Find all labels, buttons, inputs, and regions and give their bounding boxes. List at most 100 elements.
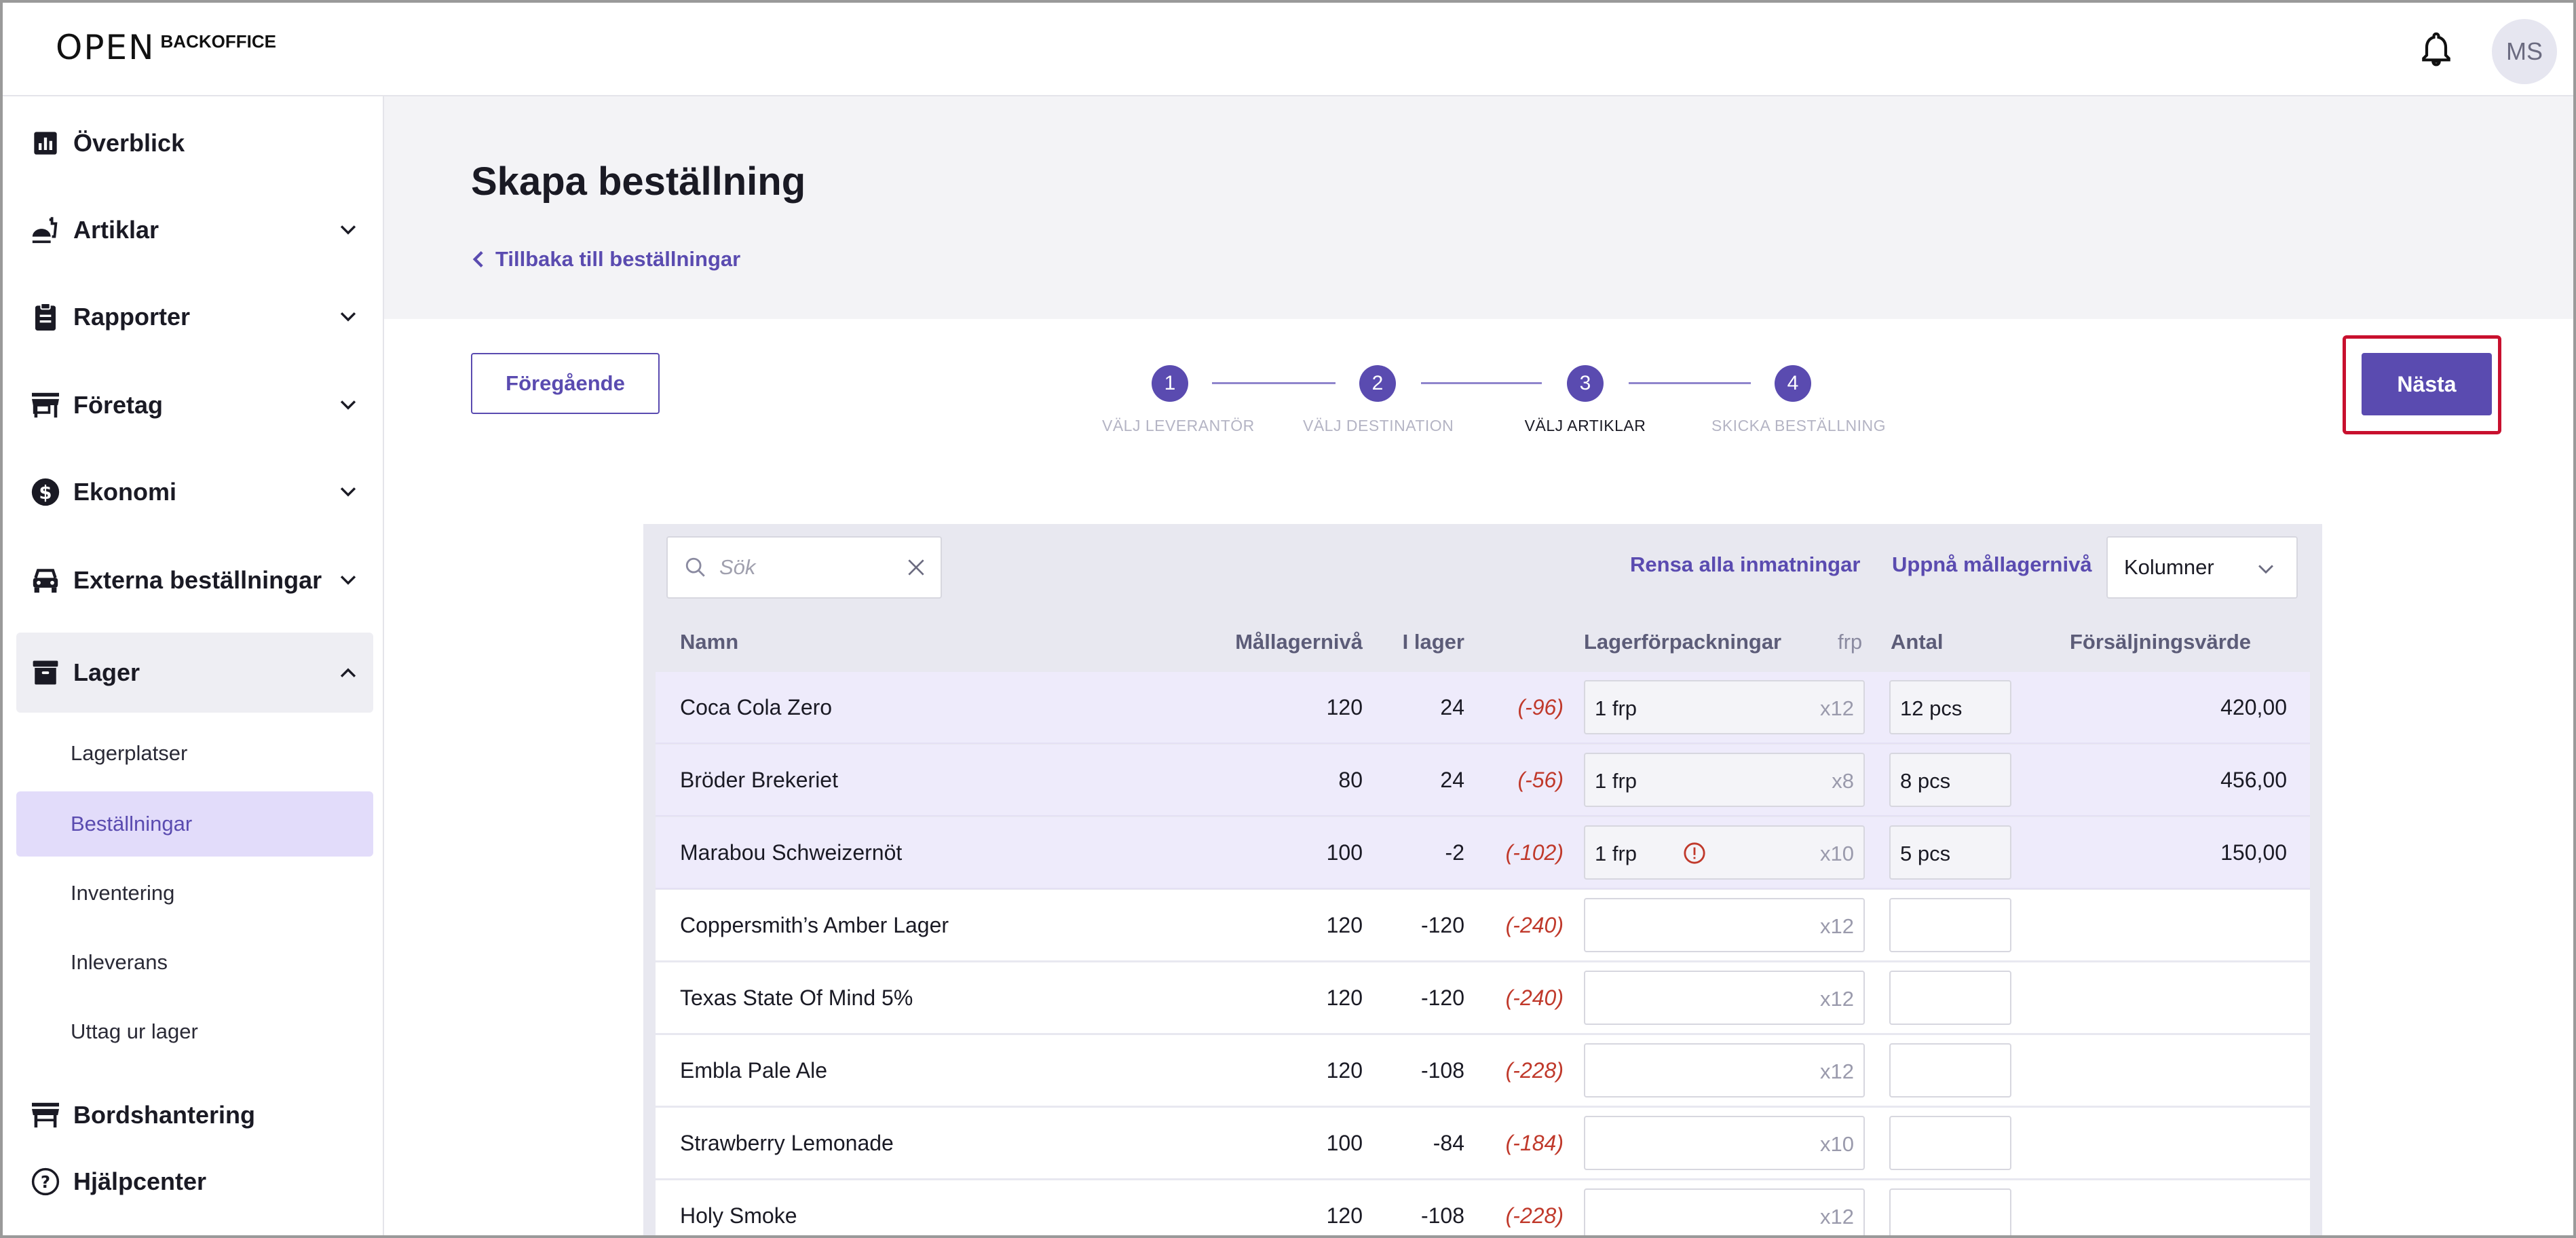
row-target: 120 xyxy=(1326,695,1363,719)
back-link[interactable]: Tillbaka till beställningar xyxy=(471,247,740,271)
sidebar-item-lager[interactable]: Lager xyxy=(16,633,373,713)
sidebar-item-externa-bestallningar[interactable]: Externa beställningar xyxy=(16,540,373,620)
packages-input[interactable]: x12 xyxy=(1584,971,1865,1025)
sidebar-item-foretag[interactable]: Företag xyxy=(16,365,373,445)
logo-text: BACKOFFICE xyxy=(160,31,276,52)
quantity-input[interactable] xyxy=(1889,1188,2011,1235)
header-quantity[interactable]: Antal xyxy=(1891,630,1944,654)
step-3-circle: 3 xyxy=(1567,365,1604,402)
package-multiplier: x12 xyxy=(1820,1205,1854,1228)
quantity-input[interactable] xyxy=(1889,898,2011,952)
logo[interactable]: OPEN BACKOFFICE xyxy=(56,30,276,65)
top-bar: OPEN BACKOFFICE MS xyxy=(3,3,2573,96)
packages-input[interactable]: x12 xyxy=(1584,1188,1865,1235)
columns-select[interactable]: Kolumner xyxy=(2106,536,2298,599)
step-1-label: VÄLJ LEVERANTÖR xyxy=(1102,417,1255,434)
quantity-input[interactable] xyxy=(1889,1043,2011,1098)
quantity-value: 12 pcs xyxy=(1900,696,1963,720)
table-row: Strawberry Lemonade 100 -84 (-184) x10 xyxy=(656,1108,2310,1180)
next-button[interactable]: Nästa xyxy=(2362,353,2492,415)
search-input[interactable] xyxy=(718,555,884,580)
table-row: Coppersmith’s Amber Lager 120 -120 (-240) x1… xyxy=(656,890,2310,962)
sidebar-subitem-uttag-ur-lager[interactable]: Uttag ur lager xyxy=(16,999,373,1064)
sidebar-item-hjalpcenter[interactable]: ? Hjälpcenter xyxy=(16,1142,373,1222)
row-name: Holy Smoke xyxy=(680,1203,797,1228)
table-row: Coca Cola Zero 120 24 (-96) 1 frp x12 12 pcs 42… xyxy=(656,672,2310,744)
quantity-input[interactable]: 12 pcs xyxy=(1889,680,2011,734)
packages-input[interactable]: 1 frp x8 xyxy=(1584,753,1865,807)
sidebar-item-label: Företag xyxy=(73,391,164,419)
package-multiplier: x12 xyxy=(1820,987,1854,1011)
sidebar-item-bordshantering[interactable]: Bordshantering xyxy=(16,1075,373,1155)
back-link-label: Tillbaka till beställningar xyxy=(495,247,741,271)
sidebar-subitem-label: Lagerplatser xyxy=(71,741,188,765)
page-header: Skapa beställning Tillbaka till beställn… xyxy=(384,96,2573,319)
header-in-stock[interactable]: I lager xyxy=(1402,630,1464,654)
sidebar-item-overblick[interactable]: Överblick xyxy=(16,103,373,183)
packages-input[interactable]: x12 xyxy=(1584,898,1865,952)
chart-icon xyxy=(29,126,62,160)
sidebar-subitem-lagerplatser[interactable]: Lagerplatser xyxy=(16,721,373,786)
archive-icon xyxy=(29,656,62,690)
quantity-input[interactable] xyxy=(1889,971,2011,1025)
sidebar-subitem-label: Inleverans xyxy=(71,950,168,974)
row-target: 80 xyxy=(1338,768,1363,792)
table-row: Embla Pale Ale 120 -108 (-228) x12 xyxy=(656,1035,2310,1107)
row-target: 100 xyxy=(1326,840,1363,865)
chevron-down-icon xyxy=(340,225,356,235)
packages-input[interactable]: x10 xyxy=(1584,1116,1865,1170)
previous-button[interactable]: Föregående xyxy=(471,353,660,414)
chevron-up-icon xyxy=(340,668,356,677)
car-icon xyxy=(29,563,62,597)
sidebar-item-label: Artiklar xyxy=(73,216,159,244)
row-sales-value: 456,00 xyxy=(2220,768,2287,792)
table-row: Marabou Schweizernöt 100 -2 (-102) 1 frp x10 5… xyxy=(656,817,2310,889)
table-header: Namn Mållagernivå I lager Lagerförpackni… xyxy=(656,609,2310,672)
row-difference: (-56) xyxy=(1517,768,1564,792)
chevron-down-icon xyxy=(340,312,356,322)
row-target: 120 xyxy=(1326,986,1363,1010)
quantity-input[interactable] xyxy=(1889,1116,2011,1170)
main-content: Skapa beställning Tillbaka till beställn… xyxy=(384,96,2573,1235)
packages-value: 1 frp xyxy=(1595,842,1637,865)
row-sales-value: 150,00 xyxy=(2220,840,2287,865)
reach-target-button[interactable]: Uppnå mållagernivå xyxy=(1892,552,2092,576)
sidebar-item-ekonomi[interactable]: $ Ekonomi xyxy=(16,452,373,532)
clipboard-icon xyxy=(29,300,62,334)
packages-input[interactable]: x12 xyxy=(1584,1043,1865,1098)
info-warning-icon[interactable] xyxy=(1683,842,1706,865)
sidebar-subitem-inventering[interactable]: Inventering xyxy=(16,861,373,926)
food-icon xyxy=(29,213,62,247)
row-difference: (-228) xyxy=(1505,1058,1564,1083)
quantity-input[interactable]: 5 pcs xyxy=(1889,825,2011,880)
sidebar-subitem-bestallningar[interactable]: Beställningar xyxy=(16,791,373,857)
header-packages[interactable]: Lagerförpackningar xyxy=(1584,630,1782,654)
step-1-circle: 1 xyxy=(1152,365,1188,402)
bell-icon[interactable] xyxy=(2417,30,2455,68)
row-name: Coppersmith’s Amber Lager xyxy=(680,913,949,937)
table-row: Bröder Brekeriet 80 24 (-56) 1 frp x8 8 pcs 456… xyxy=(656,745,2310,817)
header-name[interactable]: Namn xyxy=(680,630,739,654)
avatar[interactable]: MS xyxy=(2492,19,2557,84)
sidebar-subitem-inleverans[interactable]: Inleverans xyxy=(16,930,373,995)
close-icon[interactable] xyxy=(905,557,927,578)
row-name: Texas State Of Mind 5% xyxy=(680,986,913,1010)
store-icon xyxy=(29,388,62,422)
packages-input[interactable]: 1 frp x10 xyxy=(1584,825,1865,880)
sidebar-item-label: Externa beställningar xyxy=(73,566,322,594)
clear-all-button[interactable]: Rensa alla inmatningar xyxy=(1630,552,1861,576)
sidebar-item-artiklar[interactable]: Artiklar xyxy=(16,190,373,270)
svg-text:?: ? xyxy=(41,1172,50,1192)
quantity-input[interactable]: 8 pcs xyxy=(1889,753,2011,807)
row-difference: (-184) xyxy=(1505,1131,1564,1155)
package-multiplier: x10 xyxy=(1820,842,1854,865)
table-icon xyxy=(29,1098,62,1132)
sidebar-item-rapporter[interactable]: Rapporter xyxy=(16,277,373,357)
row-difference: (-102) xyxy=(1505,840,1564,865)
header-sales-value[interactable]: Försäljningsvärde xyxy=(2070,630,2252,654)
header-target[interactable]: Mållagernivå xyxy=(1235,630,1363,654)
packages-input[interactable]: 1 frp x12 xyxy=(1584,680,1865,734)
search-icon xyxy=(685,557,705,577)
sidebar-item-label: Överblick xyxy=(73,129,185,157)
packages-value: 1 frp xyxy=(1595,769,1637,793)
